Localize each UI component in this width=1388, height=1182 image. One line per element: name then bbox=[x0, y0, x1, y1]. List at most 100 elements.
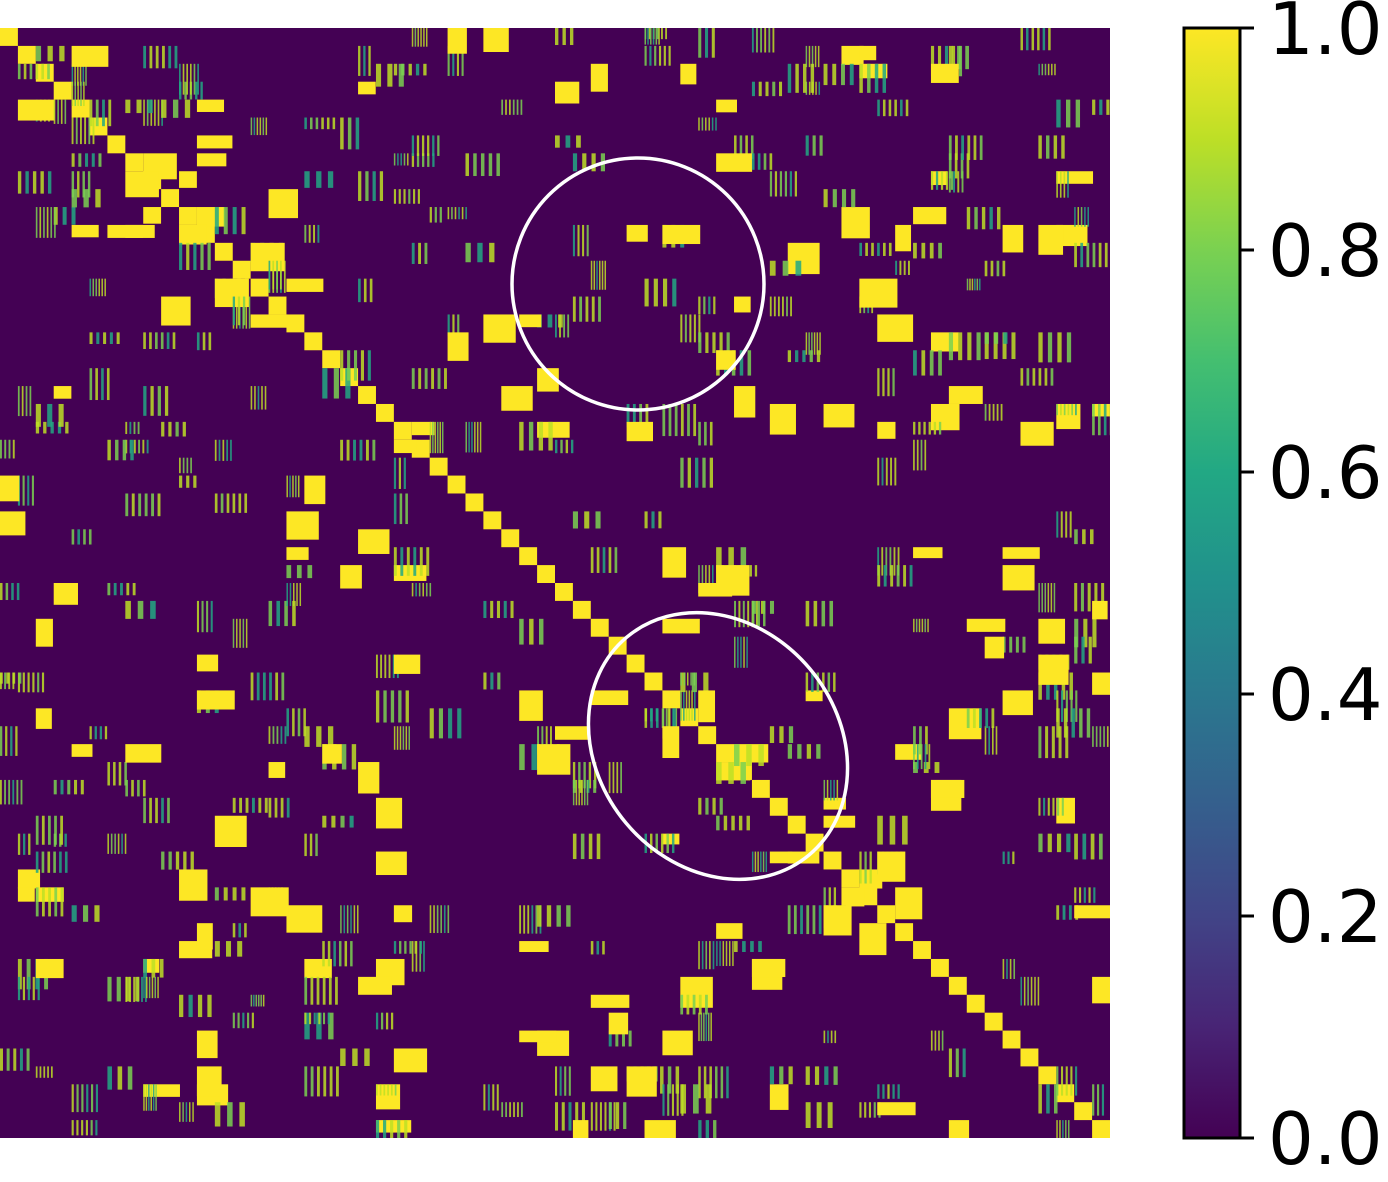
off-diagonal-block bbox=[1092, 726, 1109, 747]
off-diagonal-block bbox=[107, 1066, 133, 1090]
off-diagonal-block bbox=[769, 296, 792, 317]
off-diagonal-block bbox=[411, 421, 435, 436]
off-diagonal-block bbox=[805, 672, 836, 692]
off-diagonal-block bbox=[913, 618, 929, 633]
off-diagonal-block bbox=[250, 314, 288, 328]
off-diagonal-block bbox=[71, 171, 91, 198]
off-diagonal-block bbox=[680, 1084, 712, 1114]
off-diagonal-block bbox=[322, 941, 353, 967]
off-diagonal-block bbox=[1092, 672, 1110, 695]
heatmap-plot-area bbox=[0, 28, 1110, 1138]
off-diagonal-block bbox=[823, 403, 855, 428]
off-diagonal-block bbox=[375, 690, 409, 723]
off-diagonal-block bbox=[393, 493, 408, 525]
off-diagonal-block bbox=[465, 242, 495, 263]
off-diagonal-block bbox=[930, 171, 954, 190]
off-diagonal-block bbox=[805, 332, 821, 355]
off-diagonal-block bbox=[179, 994, 212, 1018]
off-diagonal-block bbox=[537, 726, 552, 755]
off-diagonal-block bbox=[1002, 547, 1040, 559]
off-diagonal-block bbox=[1038, 833, 1071, 853]
off-diagonal-block bbox=[662, 547, 687, 578]
off-diagonal-block bbox=[196, 332, 212, 351]
off-diagonal-block bbox=[734, 744, 764, 767]
off-diagonal-block bbox=[698, 421, 713, 446]
off-diagonal-block bbox=[1020, 28, 1051, 51]
off-diagonal-block bbox=[286, 475, 300, 498]
off-diagonal-block bbox=[966, 618, 1006, 632]
diagonal-cell bbox=[107, 135, 126, 154]
off-diagonal-block bbox=[877, 314, 914, 342]
off-diagonal-block bbox=[483, 600, 514, 619]
off-diagonal-block bbox=[787, 350, 821, 363]
off-diagonal-block bbox=[250, 117, 268, 136]
off-diagonal-block bbox=[304, 1066, 339, 1097]
off-diagonal-block bbox=[304, 976, 338, 1005]
off-diagonal-block bbox=[143, 1084, 157, 1111]
off-diagonal-block bbox=[196, 690, 235, 710]
off-diagonal-block bbox=[71, 189, 101, 208]
off-diagonal-block bbox=[393, 654, 421, 674]
off-diagonal-block bbox=[286, 278, 324, 292]
off-diagonal-block bbox=[1056, 171, 1069, 198]
diagonal-cell bbox=[125, 153, 144, 172]
off-diagonal-block bbox=[179, 457, 192, 474]
off-diagonal-block bbox=[1056, 690, 1078, 722]
off-diagonal-block bbox=[698, 117, 717, 131]
off-diagonal-block bbox=[1092, 99, 1110, 115]
off-diagonal-block bbox=[787, 242, 820, 275]
off-diagonal-block bbox=[1038, 224, 1064, 255]
off-diagonal-block bbox=[483, 1084, 499, 1111]
off-diagonal-block bbox=[179, 63, 199, 95]
off-diagonal-block bbox=[358, 81, 376, 95]
off-diagonal-block bbox=[662, 618, 700, 634]
off-diagonal-block bbox=[1056, 224, 1088, 247]
off-diagonal-block bbox=[143, 958, 164, 978]
off-diagonal-block bbox=[35, 815, 63, 845]
off-diagonal-block bbox=[537, 905, 571, 927]
off-diagonal-block bbox=[107, 583, 136, 596]
off-diagonal-block bbox=[0, 511, 26, 536]
off-diagonal-block bbox=[841, 207, 870, 239]
off-diagonal-block bbox=[716, 547, 747, 574]
colorbar-tick-label: 0.0 bbox=[1268, 1097, 1383, 1181]
diagonal-cell bbox=[841, 869, 860, 888]
off-diagonal-block bbox=[626, 421, 654, 442]
off-diagonal-block bbox=[17, 887, 35, 902]
diagonal-cell bbox=[626, 654, 645, 673]
off-diagonal-block bbox=[698, 1012, 712, 1042]
off-diagonal-block bbox=[286, 565, 313, 579]
highlight-ellipse-center bbox=[586, 610, 850, 882]
diagonal-cell bbox=[751, 779, 770, 798]
off-diagonal-block bbox=[304, 726, 334, 747]
off-diagonal-block bbox=[698, 28, 715, 58]
off-diagonal-block bbox=[644, 708, 659, 722]
off-diagonal-block bbox=[877, 421, 896, 439]
diagonal-cell bbox=[322, 350, 341, 369]
off-diagonal-block bbox=[877, 851, 906, 882]
off-diagonal-block bbox=[751, 851, 768, 873]
colorbar-ticks: 0.0 0.2 0.4 0.6 0.8 1.0 bbox=[1240, 0, 1383, 1181]
off-diagonal-block bbox=[286, 511, 319, 540]
off-diagonal-block bbox=[948, 1048, 966, 1078]
off-diagonal-block bbox=[913, 421, 942, 435]
off-diagonal-block bbox=[572, 511, 601, 529]
off-diagonal-block bbox=[0, 475, 20, 502]
off-diagonal-block bbox=[590, 1066, 618, 1092]
off-diagonal-block bbox=[0, 672, 15, 690]
off-diagonal-block bbox=[877, 99, 909, 117]
off-diagonal-block bbox=[716, 99, 737, 113]
off-diagonal-block bbox=[447, 207, 467, 220]
off-diagonal-block bbox=[769, 171, 797, 197]
off-diagonal-block bbox=[71, 529, 92, 545]
off-diagonal-block bbox=[465, 421, 482, 453]
off-diagonal-block bbox=[769, 851, 793, 864]
off-diagonal-block bbox=[0, 1048, 30, 1071]
diagonal-cell bbox=[1056, 1084, 1075, 1103]
off-diagonal-block bbox=[250, 994, 265, 1007]
off-diagonal-block bbox=[0, 583, 20, 601]
diagonal-cell bbox=[250, 278, 269, 297]
diagonal-cell bbox=[465, 493, 484, 512]
diagonal-cell bbox=[429, 457, 448, 476]
off-diagonal-block bbox=[196, 1030, 218, 1059]
